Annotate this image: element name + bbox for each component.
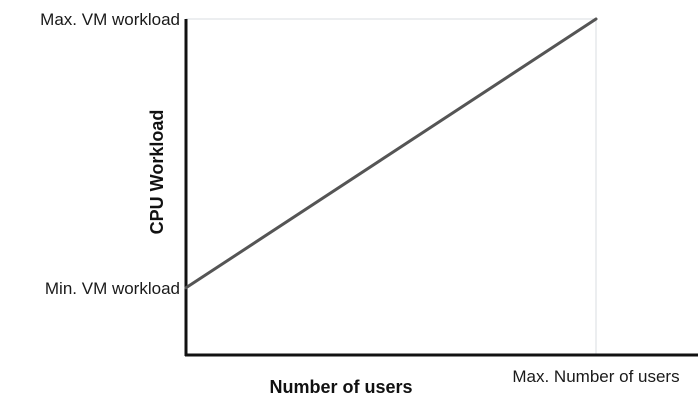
x-axis-title: Number of users: [269, 377, 412, 397]
y-tick-label-min-vm-workload: Min. VM workload: [45, 279, 180, 298]
cpu-workload-series-line: [184, 17, 598, 290]
y-axis-title: CPU Workload: [147, 110, 167, 235]
x-tick-label-max-number-of-users: Max. Number of users: [512, 367, 679, 386]
y-tick-label-max-vm-workload: Max. VM workload: [40, 10, 180, 29]
